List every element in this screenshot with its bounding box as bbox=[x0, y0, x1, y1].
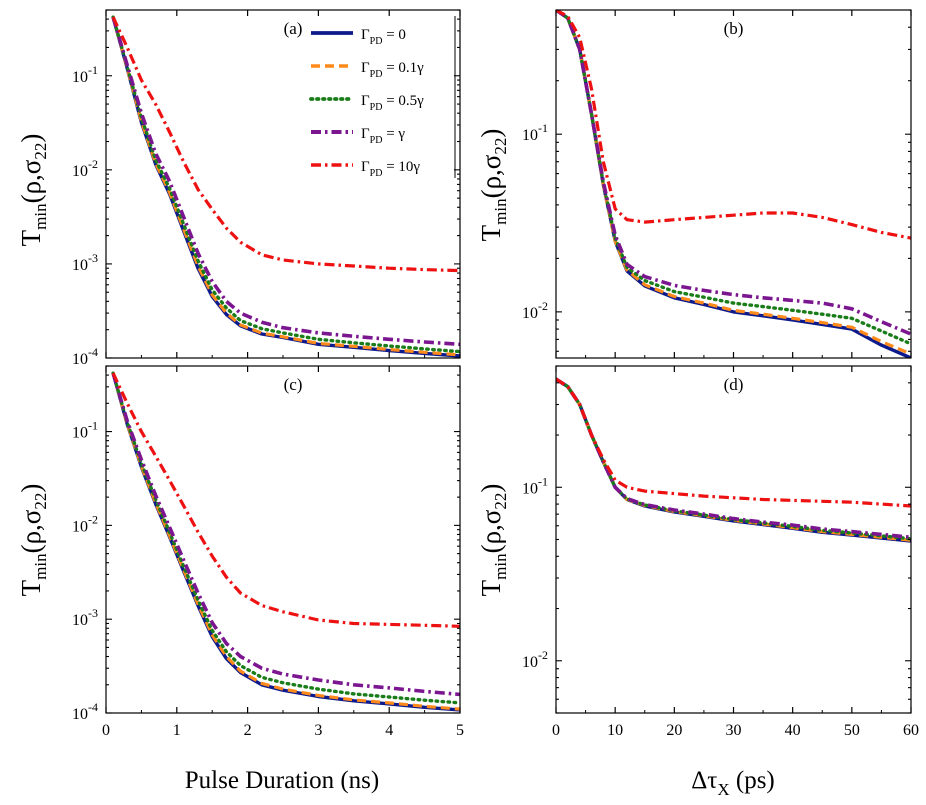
series-line-a-2 bbox=[111, 15, 460, 354]
x-tick-label: 10 bbox=[607, 722, 623, 739]
x-tick-label: 1 bbox=[173, 722, 181, 739]
series-line-c-1 bbox=[111, 372, 460, 711]
legend-label: ΓPD = γ bbox=[361, 126, 405, 146]
x-tick-label: 60 bbox=[903, 722, 919, 739]
x-tick-label: 50 bbox=[844, 722, 860, 739]
panel-label: (b) bbox=[724, 19, 744, 38]
y-tick-label: 10-1 bbox=[522, 474, 548, 497]
y-tick-label: 10-4 bbox=[72, 345, 98, 368]
y-tick-label: 10-1 bbox=[72, 63, 98, 86]
ylabel-panel-c: Tmin(ρ,σ22) bbox=[16, 484, 50, 597]
panel-c: 0 1 2 3 4 5 10-1 10-2 10-3 10-4 (c) bbox=[72, 365, 464, 739]
ylabel-panel-a: Tmin(ρ,σ22) bbox=[16, 134, 50, 247]
series-line-d-3 bbox=[556, 377, 911, 540]
plot-frame bbox=[555, 365, 912, 714]
panel-label: (c) bbox=[284, 375, 303, 394]
legend-label: ΓPD = 0 bbox=[361, 27, 406, 47]
series-line-c-3 bbox=[111, 372, 460, 697]
x-tick-label: 30 bbox=[726, 722, 742, 739]
xlabel-right: ΔτX (ps) bbox=[691, 767, 775, 799]
x-tick-label: 40 bbox=[785, 722, 801, 739]
series-line-d-4 bbox=[556, 377, 911, 508]
y-tick-label: 10-3 bbox=[72, 251, 98, 274]
series-line-d-2 bbox=[556, 377, 911, 541]
y-tick-label: 10-2 bbox=[72, 157, 98, 180]
ylabel-panel-d: Tmin(ρ,σ22) bbox=[476, 484, 510, 597]
panel-label: (a) bbox=[284, 19, 303, 38]
y-tick-label: 10-2 bbox=[522, 648, 548, 671]
series-line-a-3 bbox=[111, 16, 460, 347]
series-line-c-0 bbox=[111, 372, 460, 712]
series-line-a-4 bbox=[111, 16, 460, 273]
y-tick-label: 10-1 bbox=[522, 121, 548, 144]
x-tick-label: 4 bbox=[385, 722, 393, 739]
x-tick-label: 3 bbox=[314, 722, 322, 739]
plot-frame bbox=[105, 365, 461, 714]
legend: ΓPD = 0 ΓPD = 0.1γ ΓPD = 0.5γ ΓPD = γ ΓPD = … bbox=[309, 16, 456, 179]
series-line-c-4 bbox=[111, 372, 460, 628]
legend-label: ΓPD = 10γ bbox=[361, 159, 420, 179]
y-tick-label: 10-4 bbox=[72, 700, 98, 723]
series-line-b-4 bbox=[556, 10, 911, 240]
legend-label: ΓPD = 0.5γ bbox=[361, 93, 424, 113]
series-line-c-2 bbox=[111, 371, 460, 705]
panels-layer: 10-1 10-2 10-3 10-4 (a) 10-1 10-2 (b) 0 1 2 3 4 5 10-1… bbox=[72, 9, 919, 739]
series-line-d-1 bbox=[556, 377, 911, 542]
x-tick-label: 0 bbox=[102, 722, 110, 739]
x-tick-label: 20 bbox=[666, 722, 682, 739]
panel-label: (d) bbox=[724, 375, 744, 394]
y-tick-label: 10-2 bbox=[72, 512, 98, 535]
panel-a: 10-1 10-2 10-3 10-4 (a) bbox=[72, 9, 461, 368]
y-tick-label: 10-3 bbox=[72, 606, 98, 629]
panel-b: 10-1 10-2 (b) bbox=[522, 9, 912, 359]
legend-label: ΓPD = 0.1γ bbox=[361, 60, 424, 80]
series-line-a-1 bbox=[111, 16, 460, 357]
x-tick-label: 0 bbox=[552, 722, 560, 739]
x-tick-label: 5 bbox=[456, 722, 464, 739]
y-tick-label: 10-1 bbox=[72, 419, 98, 442]
ylabel-panel-b: Tmin(ρ,σ22) bbox=[476, 129, 510, 242]
series-line-b-3 bbox=[556, 10, 911, 336]
y-tick-label: 10-2 bbox=[522, 299, 548, 322]
x-tick-label: 2 bbox=[244, 722, 252, 739]
xlabel-left: Pulse Duration (ns) bbox=[185, 767, 379, 794]
series-line-b-2 bbox=[556, 10, 911, 346]
series-line-d-0 bbox=[556, 377, 911, 543]
panel-d: 0 10 20 30 40 50 60 10-1 10-2 (d) bbox=[522, 365, 919, 739]
